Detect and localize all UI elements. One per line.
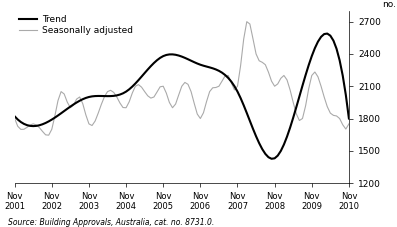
Text: Source: Building Approvals, Australia, cat. no. 8731.0.: Source: Building Approvals, Australia, c… [8,218,214,227]
Y-axis label: no.: no. [382,0,396,9]
Legend: Trend, Seasonally adjusted: Trend, Seasonally adjusted [19,15,133,35]
